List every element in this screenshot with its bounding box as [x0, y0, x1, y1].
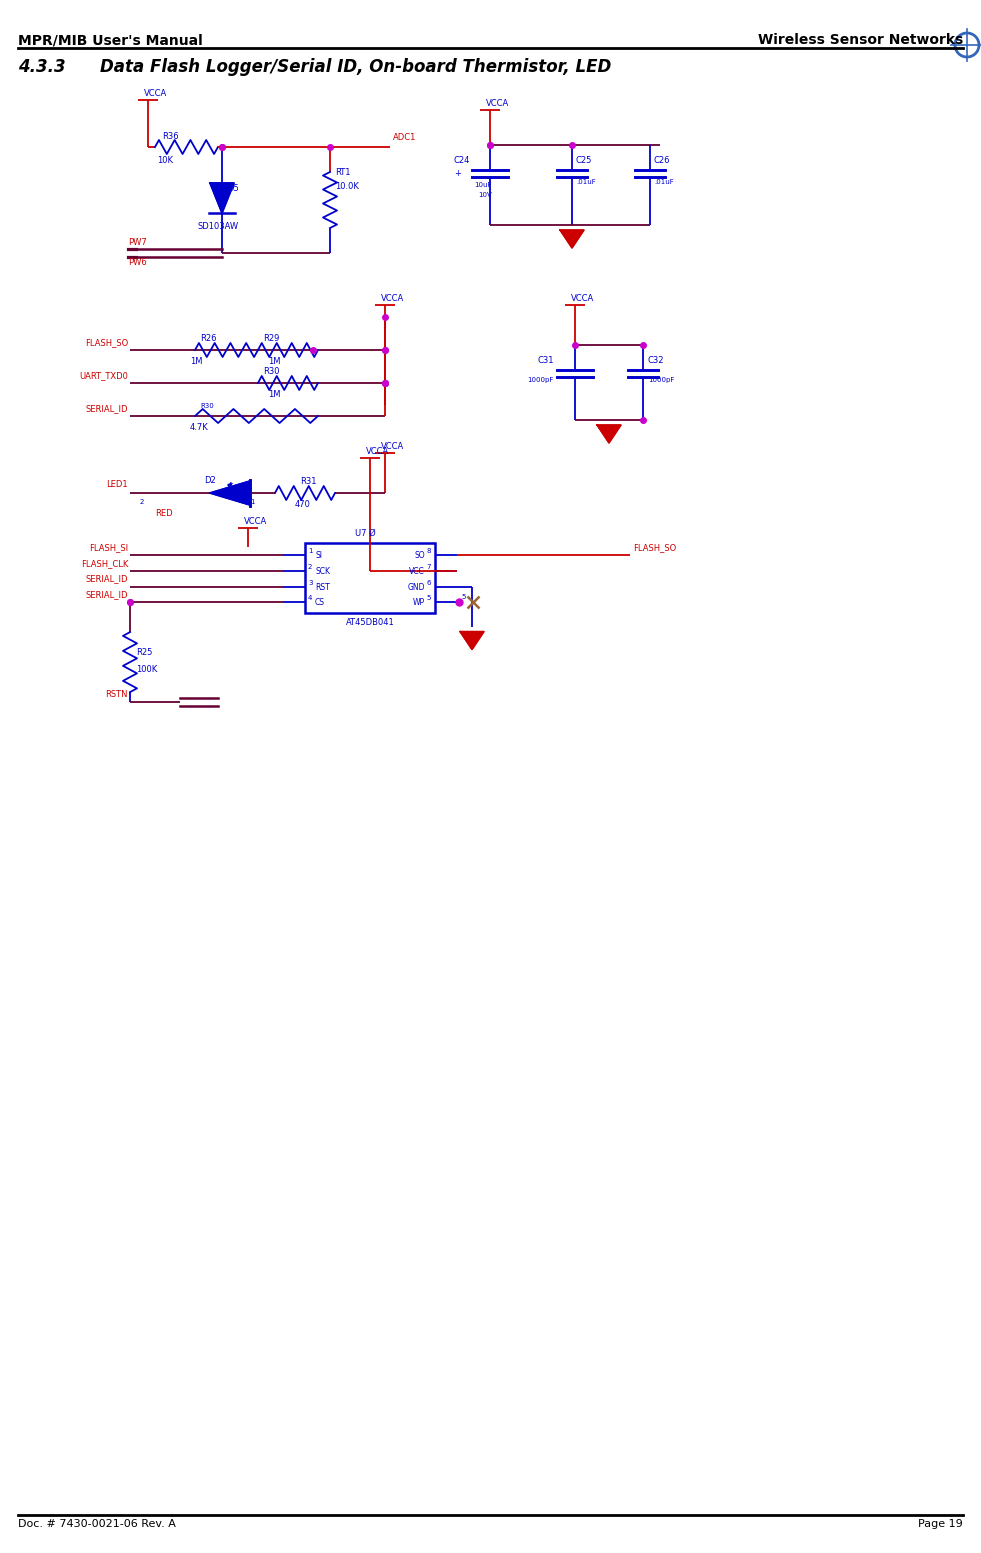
Text: 10K: 10K [157, 155, 173, 165]
Text: FLASH_SI: FLASH_SI [89, 544, 128, 553]
Polygon shape [597, 426, 621, 443]
Polygon shape [210, 183, 234, 213]
Bar [305, 544, 435, 613]
Text: CS: CS [315, 598, 325, 607]
Text: 8: 8 [427, 548, 431, 554]
Text: VCCA: VCCA [486, 99, 509, 109]
Text: +: + [454, 169, 461, 179]
Text: GND: GND [407, 582, 425, 592]
Text: 1: 1 [308, 548, 313, 554]
Text: SERIAL_ID: SERIAL_ID [85, 590, 128, 599]
Text: 4.3.3: 4.3.3 [18, 57, 66, 76]
Text: PW7: PW7 [128, 238, 147, 247]
Text: LED1: LED1 [106, 480, 128, 489]
Text: 100K: 100K [136, 665, 157, 674]
Text: VCCA: VCCA [144, 89, 167, 98]
Text: R25: R25 [136, 648, 152, 657]
Text: SCK: SCK [315, 567, 330, 576]
Text: 470: 470 [295, 500, 311, 509]
Text: VCCA: VCCA [244, 517, 267, 526]
Text: VCCA: VCCA [366, 447, 389, 457]
Text: SD103AW: SD103AW [197, 222, 238, 231]
Text: C25: C25 [576, 155, 593, 165]
Text: 5: 5 [461, 595, 465, 599]
Text: Data Flash Logger/Serial ID, On-board Thermistor, LED: Data Flash Logger/Serial ID, On-board Th… [100, 57, 611, 76]
Text: 10V: 10V [478, 193, 491, 197]
Text: U7 Ø: U7 Ø [355, 530, 376, 537]
Text: 2: 2 [308, 564, 312, 570]
Text: 10.0K: 10.0K [335, 182, 359, 191]
Text: RST: RST [315, 582, 330, 592]
Text: R26: R26 [200, 334, 217, 343]
Text: ADC1: ADC1 [393, 134, 416, 141]
Text: D2: D2 [204, 477, 216, 485]
Text: 4.7K: 4.7K [190, 422, 209, 432]
Text: 10uF: 10uF [474, 182, 491, 188]
Text: VCCA: VCCA [571, 294, 594, 303]
Text: FLASH_SO: FLASH_SO [633, 544, 676, 553]
Text: VCCA: VCCA [381, 294, 404, 303]
Text: RT1: RT1 [335, 168, 350, 177]
Text: 1000pF: 1000pF [648, 377, 674, 384]
Text: UART_TXD0: UART_TXD0 [79, 371, 128, 380]
Text: R30: R30 [263, 367, 280, 376]
Polygon shape [210, 481, 250, 505]
Text: C32: C32 [648, 356, 664, 365]
Text: 4: 4 [308, 595, 312, 601]
Text: SERIAL_ID: SERIAL_ID [85, 404, 128, 413]
Text: FLASH_CLK: FLASH_CLK [80, 559, 128, 568]
Text: SO: SO [414, 551, 425, 561]
Text: Page 19: Page 19 [918, 1519, 963, 1530]
Text: 1000pF: 1000pF [527, 377, 553, 384]
Text: .01uF: .01uF [576, 179, 595, 185]
Text: C26: C26 [654, 155, 670, 165]
Text: 6: 6 [427, 579, 431, 585]
Text: R36: R36 [162, 132, 179, 141]
Text: .01uF: .01uF [654, 179, 674, 185]
Text: 1M: 1M [268, 390, 281, 399]
Text: VCCA: VCCA [381, 443, 404, 450]
Text: 2: 2 [140, 499, 144, 505]
Text: 7: 7 [427, 564, 431, 570]
Text: FLASH_SO: FLASH_SO [84, 339, 128, 346]
Text: PW6: PW6 [128, 258, 147, 267]
Text: RED: RED [155, 509, 173, 519]
Text: 1M: 1M [190, 357, 202, 367]
Text: Wireless Sensor Networks: Wireless Sensor Networks [757, 33, 963, 47]
Text: SI: SI [315, 551, 322, 561]
Text: 1: 1 [250, 499, 254, 505]
Text: Doc. # 7430-0021-06 Rev. A: Doc. # 7430-0021-06 Rev. A [18, 1519, 176, 1530]
Text: 3: 3 [308, 579, 313, 585]
Polygon shape [460, 632, 484, 649]
Text: AT45DB041: AT45DB041 [345, 618, 394, 627]
Text: RSTN: RSTN [106, 690, 128, 699]
Text: C24: C24 [454, 155, 470, 165]
Polygon shape [560, 230, 584, 248]
Text: MPR/MIB User's Manual: MPR/MIB User's Manual [18, 33, 203, 47]
Text: C31: C31 [537, 356, 553, 365]
Text: D5: D5 [227, 183, 238, 193]
Text: 1M: 1M [268, 357, 281, 367]
Text: R29: R29 [263, 334, 280, 343]
Text: SERIAL_ID: SERIAL_ID [85, 575, 128, 584]
Text: 7: 7 [465, 635, 470, 641]
Text: WP: WP [413, 598, 425, 607]
Text: R30: R30 [200, 402, 214, 408]
Text: VCC: VCC [409, 567, 425, 576]
Text: 5: 5 [427, 595, 431, 601]
Text: R31: R31 [300, 477, 317, 486]
